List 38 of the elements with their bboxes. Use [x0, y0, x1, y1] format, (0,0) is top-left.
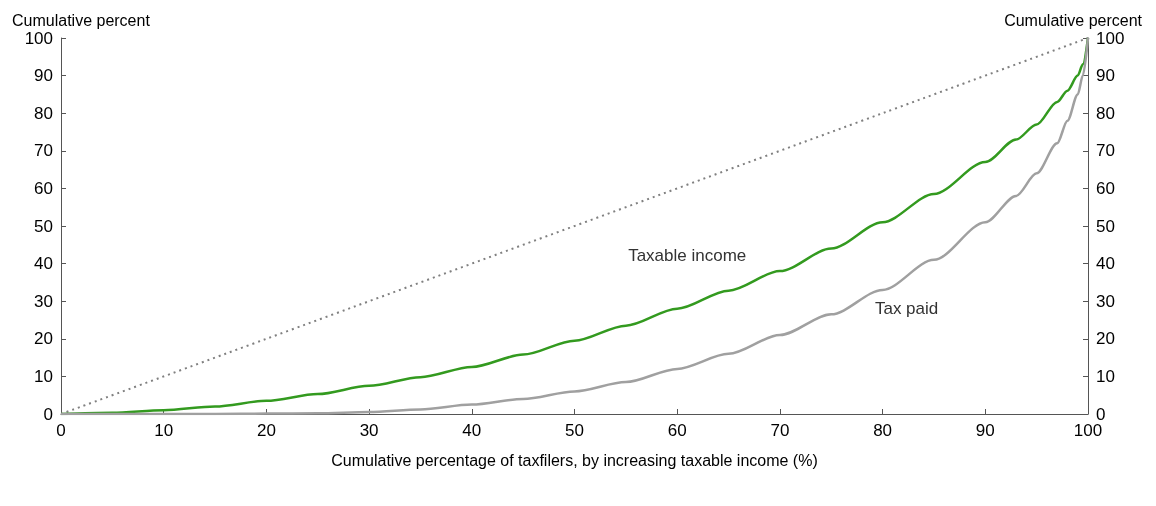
x-axis-title: Cumulative percentage of taxfilers, by increasing taxable income (%) [331, 451, 818, 469]
y2-tick-label: 40 [1096, 254, 1115, 274]
y-tick-label: 20 [34, 329, 53, 349]
x-tick-label: 80 [873, 421, 893, 440]
y-tick-label: 30 [34, 291, 53, 311]
x-tick-label: 90 [975, 421, 995, 440]
y-tick-label: 40 [34, 254, 53, 274]
y-tick-label: 90 [34, 66, 53, 86]
y-tick-label: 70 [34, 141, 53, 161]
y2-axis-title: Cumulative percent [1004, 11, 1143, 29]
x-tick-label: 60 [667, 421, 687, 440]
x-tick-label: 70 [770, 421, 790, 440]
y2-tick-label: 60 [1096, 178, 1115, 198]
y-tick-label: 80 [34, 103, 53, 123]
y-tick-label: 0 [43, 404, 53, 424]
y2-tick-label: 100 [1096, 28, 1125, 48]
y2-tick-label: 10 [1096, 366, 1115, 386]
y-axis-title: Cumulative percent [12, 11, 151, 29]
y-tick-label: 100 [24, 28, 53, 48]
y2-tick-label: 90 [1096, 66, 1115, 86]
y-tick-label: 10 [34, 366, 53, 386]
y2-tick-label: 30 [1096, 291, 1115, 311]
y2-tick-label: 50 [1096, 216, 1115, 236]
y2-tick-label: 20 [1096, 329, 1115, 349]
y2-tick-label: 80 [1096, 103, 1115, 123]
series-label: Tax paid [874, 298, 939, 318]
x-tick-label: 40 [462, 421, 482, 440]
y2-tick-label: 70 [1096, 141, 1115, 161]
x-tick-label: 100 [1073, 421, 1103, 440]
y2-tick-label: 0 [1096, 404, 1106, 424]
x-tick-label: 20 [256, 421, 276, 440]
y-tick-label: 60 [34, 178, 53, 198]
x-tick-label: 0 [56, 421, 66, 440]
x-tick-label: 30 [359, 421, 379, 440]
series-label: Taxable income [628, 245, 747, 265]
x-tick-label: 10 [154, 421, 174, 440]
y-tick-label: 50 [34, 216, 53, 236]
x-tick-label: 50 [565, 421, 584, 440]
